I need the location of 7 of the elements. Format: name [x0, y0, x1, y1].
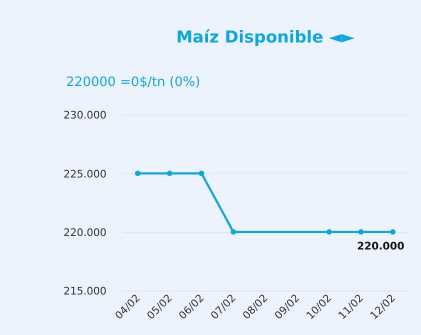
chart-subtitle: 220000 =0$/tn (0%)	[66, 75, 200, 90]
y-tick-label: 215.000	[63, 285, 107, 298]
data-label: 220.000	[356, 240, 404, 252]
y-tick-label: 220.000	[63, 226, 107, 239]
y-tick-label: 225.000	[63, 168, 107, 180]
y-tick-label: 230.000	[63, 110, 107, 122]
chart-title: Maíz Disponible ◄►	[176, 28, 355, 47]
